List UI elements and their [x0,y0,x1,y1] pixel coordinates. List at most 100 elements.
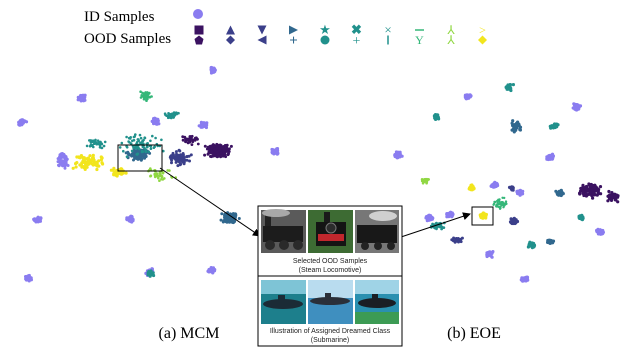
scatter-point [172,111,176,114]
scatter-point [464,94,468,98]
scatter-point [93,141,96,145]
scatter-point [495,203,498,206]
scatter-point [582,185,586,190]
scatter-point [275,147,279,151]
scatter-point [168,169,171,172]
scatter-point [219,218,223,222]
legend-ood-marker: + [353,34,361,49]
scatter-point [196,142,200,146]
scatter-point [459,240,463,244]
scatter-point [175,152,178,156]
scatter-point [138,147,141,151]
scatter-point [97,142,100,146]
scatter-point [64,161,68,165]
scatter-point [464,97,468,101]
scatter-point [56,157,60,161]
legend-ood-marker [478,35,487,45]
inset-top-caption-line1: Selected OOD Samples [293,258,368,265]
scatter-point [222,148,226,152]
scatter-point [226,149,230,153]
scatter-point [187,154,191,158]
scatter-point [92,163,96,167]
ood-cluster-indigo [450,236,464,244]
scatter-point [129,219,133,223]
scatter-point [218,146,222,150]
scatter-point [86,156,90,160]
scatter-point [139,136,143,140]
scatter-point [85,144,89,148]
scatter-point [149,174,153,178]
scatter-point [178,158,181,162]
scatter-point [160,138,163,142]
scatter-point [167,112,170,115]
scatter-point [77,96,82,100]
scatter-point [515,219,519,223]
scatter-point [228,220,232,224]
scatter-point [146,142,149,145]
scatter-point [191,140,195,144]
scatter-point [213,268,217,272]
scatter-point [184,140,187,144]
scatter-point [135,157,139,161]
id-cluster [209,65,217,75]
scatter-point [125,155,129,158]
scatter-point [454,239,458,243]
scatter-point [184,137,187,141]
scatter-point [609,194,613,198]
scatter-point [147,150,150,153]
scatter-point [158,179,161,182]
scatter-point [147,92,150,96]
scatter-point [82,156,86,160]
scatter-point [188,159,191,163]
scatter-point [133,135,136,138]
legend-ood-marker: ⅄ [446,33,455,47]
scatter-point [137,139,140,143]
scatter-point [499,205,502,208]
scatter-point [220,212,224,216]
submarine-images [261,280,399,324]
scatter-point [518,127,522,132]
legend-ood-marker: + [289,33,298,49]
scatter-point [142,94,146,98]
ood-cluster-blue [124,146,152,162]
scatter-point [589,184,593,188]
scatter-point [549,154,553,158]
scatter-point [158,174,161,178]
scatter-point [506,87,510,91]
scatter-point [614,193,619,197]
id-cluster [56,157,70,170]
scatter-point [75,161,79,165]
id-cluster [206,266,217,275]
scatter-point [112,166,116,170]
scatter-point [432,226,436,229]
id-cluster [270,147,280,156]
inset-panel: Selected OOD Samples (Steam Locomotive) … [257,205,403,347]
scatter-point [556,191,560,195]
inset-top-caption-line2: (Steam Locomotive) [299,267,362,274]
id-cluster [58,152,68,160]
scatter-point [189,153,193,157]
scatter-point [66,164,70,167]
id-cluster [519,275,530,283]
scatter-point [224,155,228,159]
scatter-point [435,227,438,231]
id-cluster [485,250,495,259]
scatter-point [573,102,577,106]
scatter-point [488,252,492,256]
legend-ood-marker [257,35,267,45]
scatter-point [132,146,135,149]
legend-ood-marker [226,25,235,35]
scatter-point [142,153,145,157]
scatter-point [232,214,236,218]
id-cluster [545,152,556,162]
scatter-point [467,94,471,98]
scatter-point [220,146,224,150]
scatter-point [94,163,99,167]
scatter-point [21,121,25,125]
scatter-point [511,119,515,123]
scatter-point [491,184,495,189]
ood-cluster-yellow [71,153,105,172]
scatter-point [91,153,95,157]
scatter-point [74,165,78,169]
scatter-point [203,144,207,148]
